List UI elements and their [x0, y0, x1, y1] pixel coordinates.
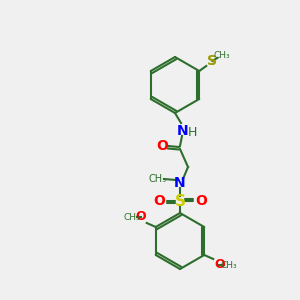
Text: N: N — [177, 124, 189, 138]
Text: O: O — [214, 259, 225, 272]
Text: O: O — [195, 194, 207, 208]
Text: CH₃: CH₃ — [221, 260, 238, 269]
Text: N: N — [174, 176, 186, 190]
Text: O: O — [153, 194, 165, 208]
Text: S: S — [175, 194, 185, 208]
Text: H: H — [187, 127, 197, 140]
Text: CH₃: CH₃ — [214, 52, 231, 61]
Text: O: O — [135, 211, 146, 224]
Text: CH₃: CH₃ — [149, 174, 167, 184]
Text: CH₃: CH₃ — [123, 212, 140, 221]
Text: S: S — [207, 54, 217, 68]
Text: O: O — [156, 139, 168, 153]
